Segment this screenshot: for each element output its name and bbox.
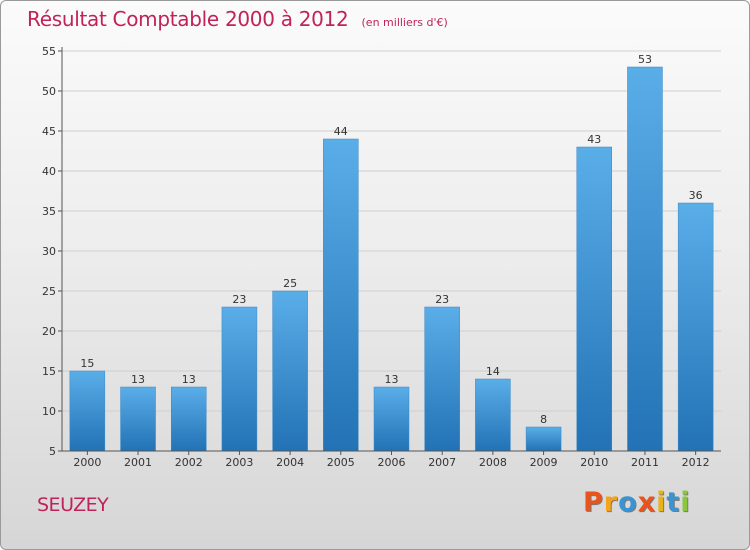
bar (627, 66, 663, 452)
bar (221, 306, 258, 452)
bar (69, 370, 106, 452)
x-tick-label: 2004 (276, 456, 304, 469)
x-tick-label: 2011 (631, 456, 659, 469)
place-name: SEUZEY (37, 494, 109, 516)
labels: 5 10 15 20 25 30 35 40 45 50 55 15 2000 13 2001 13 2002 2… (42, 45, 710, 469)
data-label: 53 (638, 53, 652, 66)
x-tick-label: 2001 (124, 456, 152, 469)
data-label: 8 (540, 413, 547, 426)
logo-letter: o (618, 487, 638, 518)
data-label: 44 (334, 125, 348, 138)
chart-subtitle: (en milliers d'€) (361, 16, 448, 29)
bar (373, 386, 410, 452)
y-tick-label: 45 (42, 125, 56, 138)
x-tick-label: 2012 (682, 456, 710, 469)
data-label: 23 (232, 293, 246, 306)
y-tick-label: 50 (42, 85, 56, 98)
data-label: 36 (689, 189, 703, 202)
bar (424, 306, 460, 452)
data-label: 14 (486, 365, 500, 378)
data-label: 23 (435, 293, 449, 306)
y-tick-label: 35 (42, 205, 56, 218)
logo-letter: x (637, 487, 657, 518)
x-tick-label: 2006 (378, 456, 406, 469)
y-tick-label: 10 (42, 405, 56, 418)
data-label: 13 (131, 373, 145, 386)
data-label: 13 (385, 373, 399, 386)
x-tick-label: 2008 (479, 456, 507, 469)
x-tick-label: 2009 (530, 456, 558, 469)
y-tick-label: 40 (42, 165, 56, 178)
logo-letter: P (583, 487, 604, 518)
x-tick-label: 2007 (428, 456, 456, 469)
y-tick-label: 5 (49, 445, 56, 458)
logo-letter: t (666, 487, 681, 518)
grid-lines (62, 50, 721, 412)
logo-letter: i (680, 487, 691, 518)
data-label: 15 (80, 357, 94, 370)
bar (677, 202, 714, 452)
title-row: Résultat Comptable 2000 à 2012 (en milli… (27, 7, 448, 31)
y-tick-label: 55 (42, 45, 56, 58)
x-tick-label: 2010 (580, 456, 608, 469)
chart-title: Résultat Comptable 2000 à 2012 (27, 7, 349, 31)
bars (69, 66, 714, 452)
data-label: 25 (283, 277, 297, 290)
logo-letter: r (603, 487, 619, 518)
bar (576, 146, 613, 452)
bar (323, 138, 359, 452)
y-tick-label: 15 (42, 365, 56, 378)
bar (525, 426, 562, 452)
axes (58, 47, 721, 455)
data-label: 43 (587, 133, 601, 146)
bar (120, 386, 156, 452)
bar (170, 386, 207, 452)
x-tick-label: 2000 (73, 456, 101, 469)
logo-letter: i (656, 487, 667, 518)
y-tick-label: 30 (42, 245, 56, 258)
y-tick-label: 20 (42, 325, 56, 338)
x-tick-label: 2002 (175, 456, 203, 469)
bar (272, 290, 308, 452)
x-tick-label: 2005 (327, 456, 355, 469)
bar (475, 378, 511, 452)
data-label: 13 (182, 373, 196, 386)
y-tick-label: 25 (42, 285, 56, 298)
proxiti-logo: Proxiti (583, 487, 691, 518)
x-tick-label: 2003 (225, 456, 253, 469)
